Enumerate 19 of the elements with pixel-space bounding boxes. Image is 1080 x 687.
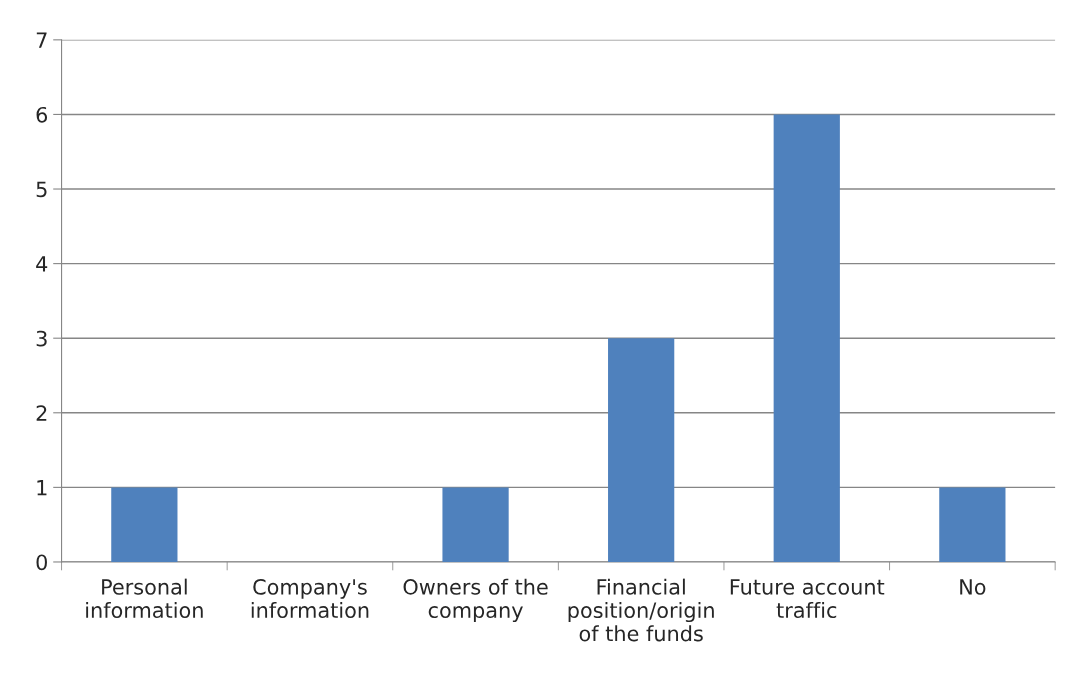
x-tick-label: Personal information — [86, 578, 203, 619]
y-tick-label: 1 — [37, 480, 47, 496]
y-tick-label: 0 — [36, 554, 47, 571]
y-tick-label: 3 — [36, 330, 47, 347]
y-tick-label: 5 — [36, 181, 47, 198]
y-tick-label: 7 — [36, 32, 47, 48]
bar — [608, 338, 675, 562]
y-tick-label: 2 — [36, 405, 47, 421]
x-tick-label: Owners of the company — [403, 578, 548, 623]
x-tick-label: Financial position/origin of the funds — [568, 578, 714, 642]
bar — [773, 114, 840, 562]
bar — [111, 487, 178, 562]
x-tick-label: Future account traffic — [730, 579, 885, 619]
bar — [939, 487, 1006, 562]
x-tick-label: No — [960, 579, 986, 595]
bar — [442, 487, 509, 562]
x-tick-label: Company's information — [251, 579, 369, 619]
y-tick-label: 6 — [36, 106, 48, 123]
y-tick-label: 4 — [36, 256, 48, 272]
